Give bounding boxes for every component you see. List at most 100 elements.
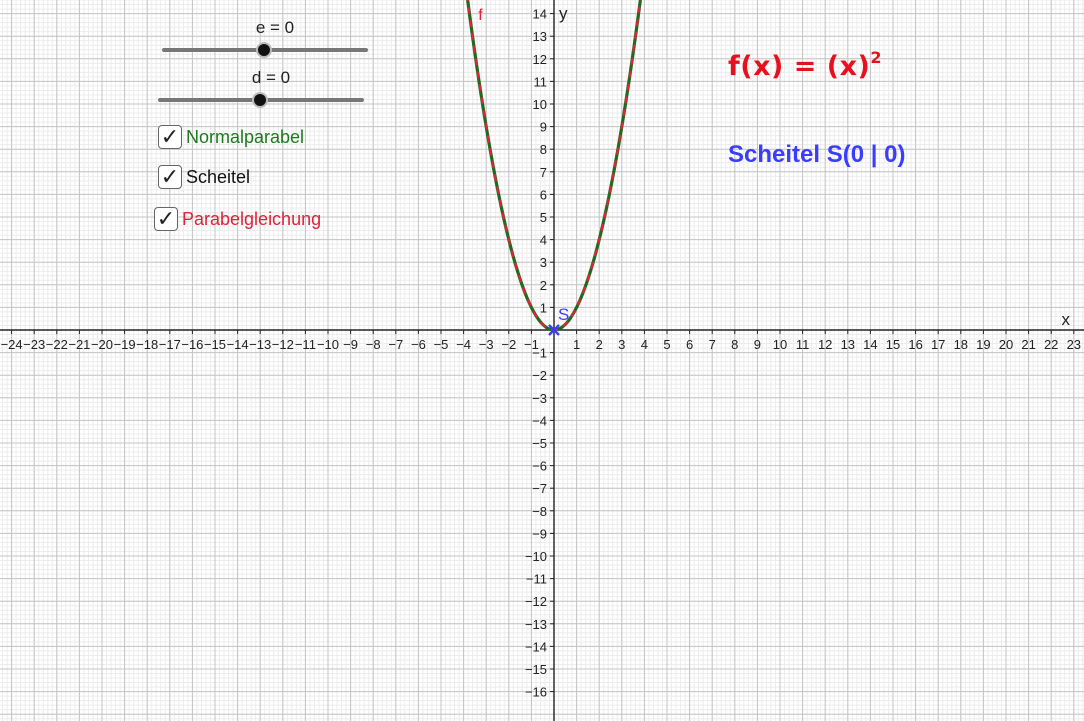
equation-lhs: f(x) <box>728 51 784 82</box>
x-tick-label: −1 <box>524 337 539 352</box>
x-tick-label: −15 <box>204 337 226 352</box>
y-tick-label: 12 <box>533 52 547 67</box>
y-tick-label: −8 <box>532 504 547 519</box>
checkbox-normalparabel-box[interactable]: ✓ <box>158 125 182 149</box>
checkbox-scheitel-label: Scheitel <box>186 166 251 187</box>
checkbox-scheitel[interactable]: ✓ Scheitel <box>158 165 250 189</box>
x-axis-label: x <box>1062 310 1071 329</box>
y-tick-label: −6 <box>532 459 547 474</box>
x-tick-label: 13 <box>841 337 855 352</box>
x-tick-label: −10 <box>317 337 339 352</box>
y-tick-label: −7 <box>532 481 547 496</box>
x-tick-label: 3 <box>618 337 625 352</box>
slider-d-label: d = 0 <box>251 68 291 87</box>
x-tick-label: −9 <box>343 337 358 352</box>
slider-e[interactable]: e = 0 <box>160 16 370 60</box>
equation-exponent: 2 <box>870 48 883 67</box>
x-tick-label: 21 <box>1021 337 1035 352</box>
y-tick-label: −12 <box>525 594 547 609</box>
y-tick-label: −5 <box>532 436 547 451</box>
slider-d-knob[interactable] <box>252 92 268 108</box>
y-tick-label: 9 <box>540 120 547 135</box>
equation-equals: = <box>793 51 817 82</box>
x-tick-label: 1 <box>573 337 580 352</box>
y-tick-label: −11 <box>526 572 547 587</box>
slider-d[interactable]: d = 0 <box>156 66 366 110</box>
x-tick-label: −11 <box>295 337 316 352</box>
parabola-equation: f(x) = (x)2 <box>728 48 883 82</box>
y-tick-label: 7 <box>540 165 547 180</box>
y-tick-label: −10 <box>525 549 547 564</box>
x-tick-label: −24 <box>1 337 23 352</box>
y-tick-label: 8 <box>540 142 547 157</box>
x-tick-label: −23 <box>23 337 45 352</box>
y-tick-label: 2 <box>540 278 547 293</box>
y-tick-label: 14 <box>533 7 547 22</box>
x-tick-label: −14 <box>227 337 249 352</box>
x-tick-label: 6 <box>686 337 693 352</box>
x-tick-label: −22 <box>46 337 68 352</box>
equation-rhs: (x) <box>826 51 871 82</box>
x-tick-label: −18 <box>136 337 158 352</box>
x-tick-label: 9 <box>754 337 761 352</box>
x-tick-label: 19 <box>976 337 990 352</box>
y-tick-label: −4 <box>532 413 547 428</box>
y-tick-label: −13 <box>525 617 547 632</box>
x-tick-label: −16 <box>181 337 203 352</box>
x-tick-label: −8 <box>366 337 381 352</box>
y-axis-label: y <box>559 4 568 23</box>
checkbox-parabelgleichung-label: Parabelgleichung <box>182 208 322 229</box>
x-tick-label: −6 <box>411 337 426 352</box>
checkmark-icon: ✓ <box>156 206 176 231</box>
x-tick-label: 4 <box>641 337 648 352</box>
x-tick-label: 23 <box>1067 337 1081 352</box>
checkbox-parabelgleichung-box[interactable]: ✓ <box>154 207 178 231</box>
x-tick-label: −13 <box>249 337 271 352</box>
y-tick-label: −1 <box>532 346 547 361</box>
checkbox-parabelgleichung[interactable]: ✓ Parabelgleichung <box>154 207 321 231</box>
checkmark-icon: ✓ <box>160 124 180 149</box>
x-tick-label: −2 <box>501 337 516 352</box>
x-tick-label: 22 <box>1044 337 1058 352</box>
x-tick-label: 17 <box>931 337 945 352</box>
vertex-marker <box>548 324 560 336</box>
y-tick-label: 5 <box>540 210 547 225</box>
x-tick-label: 7 <box>709 337 716 352</box>
y-tick-label: −3 <box>532 391 547 406</box>
checkbox-normalparabel-label: Normalparabel <box>186 126 305 147</box>
x-tick-label: −12 <box>272 337 294 352</box>
checkbox-normalparabel[interactable]: ✓ Normalparabel <box>158 125 304 149</box>
y-tick-label: 4 <box>540 233 547 248</box>
x-tick-label: 18 <box>954 337 968 352</box>
slider-e-knob[interactable] <box>256 42 272 58</box>
x-tick-label: −20 <box>91 337 113 352</box>
checkmark-icon: ✓ <box>160 164 180 189</box>
x-tick-label: 16 <box>908 337 922 352</box>
slider-e-label: e = 0 <box>255 18 295 37</box>
x-tick-label: −4 <box>456 337 471 352</box>
y-tick-label: −16 <box>525 685 547 700</box>
y-tick-label: −15 <box>525 662 547 677</box>
x-tick-label: 15 <box>886 337 900 352</box>
y-tick-label: 10 <box>533 97 547 112</box>
function-label-f: f <box>478 7 483 24</box>
y-tick-label: −2 <box>532 368 547 383</box>
x-tick-label: 2 <box>596 337 603 352</box>
x-tick-label: −3 <box>479 337 494 352</box>
y-tick-label: 3 <box>540 255 547 270</box>
x-tick-label: 12 <box>818 337 832 352</box>
checkbox-scheitel-box[interactable]: ✓ <box>158 165 182 189</box>
vertex-text: Scheitel S(0 | 0) <box>728 141 906 168</box>
y-tick-label: 13 <box>533 29 547 44</box>
x-tick-label: 11 <box>796 337 810 352</box>
y-tick-label: −9 <box>532 526 547 541</box>
x-tick-label: 10 <box>773 337 787 352</box>
y-tick-label: 6 <box>540 187 547 202</box>
x-tick-label: 20 <box>999 337 1013 352</box>
x-tick-label: −19 <box>114 337 136 352</box>
x-tick-label: 8 <box>731 337 738 352</box>
x-tick-label: 14 <box>863 337 877 352</box>
x-tick-label: −7 <box>388 337 403 352</box>
